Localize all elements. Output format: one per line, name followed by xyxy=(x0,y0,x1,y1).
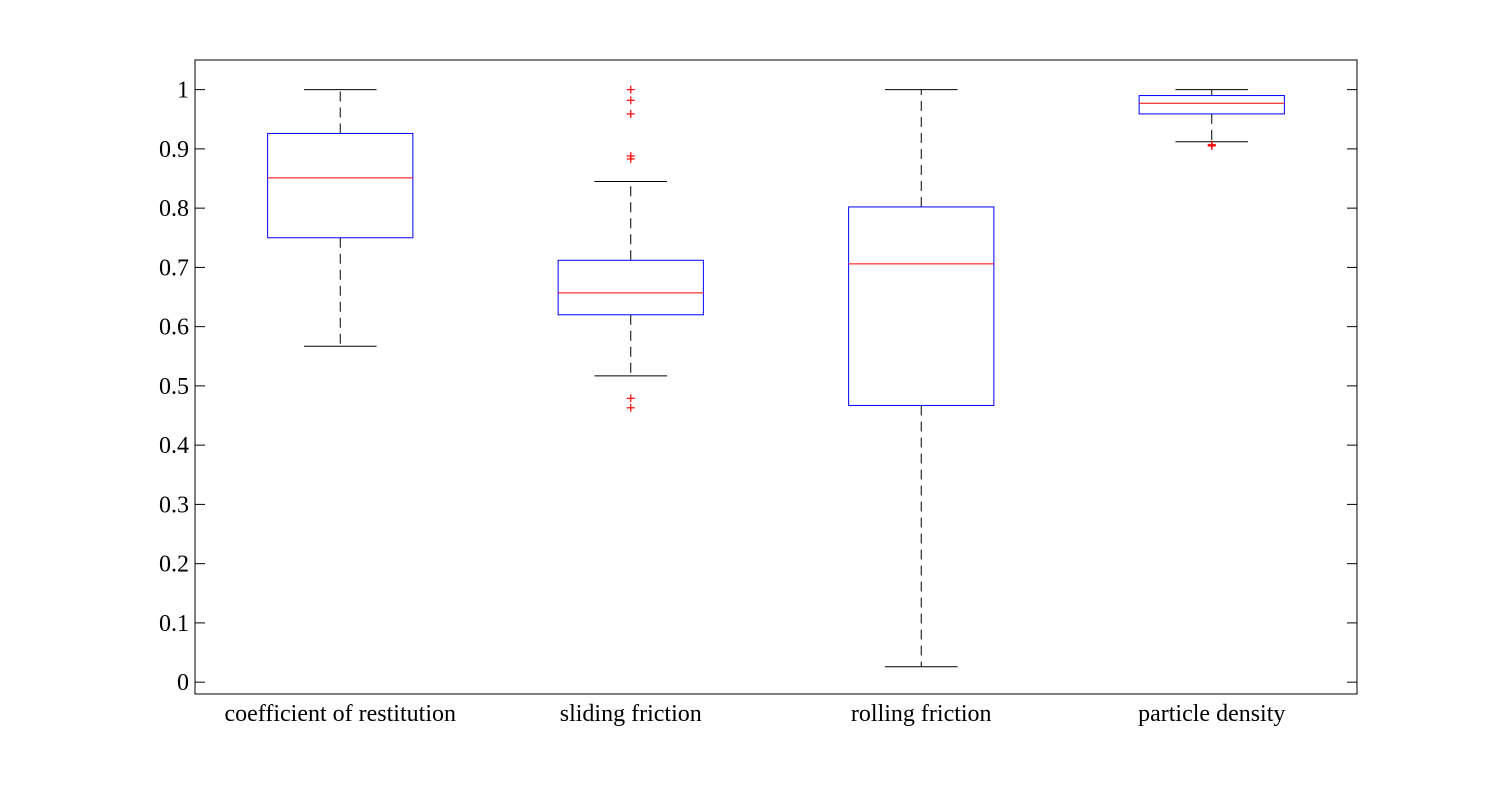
category-label: sliding friction xyxy=(560,701,702,727)
category-label: rolling friction xyxy=(851,701,992,727)
y-tick-label: 0.7 xyxy=(159,255,189,281)
y-tick-label: 0.3 xyxy=(159,492,189,518)
y-tick-label: 0.9 xyxy=(159,137,189,163)
box-group xyxy=(267,89,414,347)
y-tick-label: 0.6 xyxy=(159,315,189,341)
x-axis: coefficient of restitution sliding fricti… xyxy=(225,701,1286,727)
outlier-point xyxy=(626,109,635,118)
outlier-point xyxy=(626,96,635,105)
category-label: particle density xyxy=(1138,701,1285,727)
box-group xyxy=(1138,89,1285,150)
box-iqr xyxy=(848,206,995,406)
plot-frame xyxy=(194,59,1358,695)
y-tick-label: 0 xyxy=(177,670,189,696)
outlier-point xyxy=(626,394,635,403)
y-tick-label: 1 xyxy=(177,78,189,104)
box-iqr xyxy=(267,132,414,239)
y-tick-label: 0.8 xyxy=(159,196,189,222)
outlier-point xyxy=(626,403,635,412)
category-label: coefficient of restitution xyxy=(225,701,456,727)
box-group xyxy=(557,85,704,412)
outlier-point xyxy=(626,154,635,163)
y-tick-label: 0.2 xyxy=(159,552,189,578)
outlier-point xyxy=(1207,141,1216,150)
outlier-point xyxy=(626,85,635,94)
y-tick-label: 0.1 xyxy=(159,611,189,637)
y-axis: 0 0.1 0.2 0.3 0.4 0.5 0.6 0.7 0.8 0.9 1 xyxy=(159,78,1357,696)
box-iqr xyxy=(557,259,704,316)
boxes xyxy=(267,85,1285,668)
y-tick-label: 0.5 xyxy=(159,374,189,400)
y-tick-label: 0.4 xyxy=(159,433,189,459)
box-group xyxy=(848,89,995,668)
box-iqr xyxy=(1138,95,1285,115)
